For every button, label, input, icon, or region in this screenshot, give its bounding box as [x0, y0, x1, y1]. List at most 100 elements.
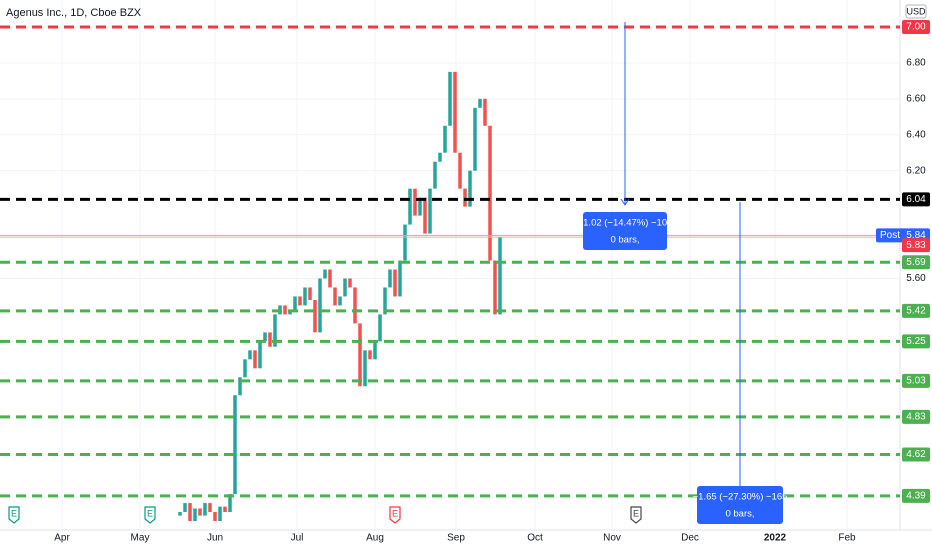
candle-body: [253, 350, 257, 369]
candle-body: [498, 237, 502, 315]
candle-body: [448, 71, 452, 126]
x-tick-label: Sep: [447, 533, 465, 544]
candle-body: [358, 323, 362, 387]
candle-body: [458, 152, 462, 189]
candle-body: [223, 506, 227, 513]
measure-arrow: [620, 198, 630, 206]
level-label-box: [902, 192, 930, 207]
post-label-name: Post: [880, 230, 900, 241]
level-label: 4.39: [906, 491, 926, 502]
x-tick-label: Feb: [838, 533, 856, 544]
measure-box: [697, 486, 783, 524]
level-label: 4.83: [906, 411, 926, 422]
level-label: 5.42: [906, 305, 926, 316]
y-tick-label: 6.80: [906, 58, 926, 69]
candle-body: [443, 125, 447, 153]
event-badge: [144, 506, 156, 524]
candle-body: [273, 314, 277, 347]
chart-title: Agenus Inc., 1D, Cboe BZX: [6, 7, 142, 19]
level-label: 4.62: [906, 449, 926, 460]
y-tick-label: 6.20: [906, 165, 926, 176]
candle-body: [388, 269, 392, 288]
last-label-box: [902, 238, 930, 253]
candle-body: [283, 305, 287, 315]
post-label: 5.84: [906, 230, 926, 241]
level-label-box: [902, 373, 930, 388]
candle-body: [268, 332, 272, 347]
candle-body: [333, 287, 337, 306]
candle-body: [243, 359, 247, 378]
candle-body: [463, 188, 467, 207]
candle-body: [468, 170, 472, 207]
candle-body: [418, 197, 422, 216]
candle-body: [203, 503, 207, 516]
candle-body: [473, 107, 477, 171]
candle-body: [428, 188, 432, 234]
y-tick-label: 6.40: [906, 129, 926, 140]
candle-body: [303, 287, 307, 306]
candle-body: [413, 188, 417, 216]
event-badge: [8, 506, 20, 524]
level-label: 6.04: [906, 194, 926, 205]
candle-body: [408, 188, 412, 225]
level-label: 7.00: [906, 22, 926, 33]
candle-body: [353, 287, 357, 324]
candle-body: [193, 508, 197, 522]
event-badge: [389, 506, 401, 524]
x-tick-label: 2022: [764, 533, 787, 544]
candle-body: [208, 503, 212, 513]
candle-body: [228, 494, 232, 513]
x-tick-label: Oct: [527, 533, 543, 544]
event-label: E: [11, 508, 17, 518]
candle-body: [438, 152, 442, 162]
level-label-box: [902, 447, 930, 462]
candle-body: [348, 278, 352, 288]
candle-body: [298, 296, 302, 306]
event-badge: [630, 506, 642, 524]
candle-body: [313, 300, 317, 333]
level-label-box: [902, 303, 930, 318]
candle-body: [378, 314, 382, 342]
x-tick-label: Jul: [291, 533, 304, 544]
event-label: E: [147, 508, 153, 518]
candle-body: [453, 71, 457, 153]
event-label: E: [392, 508, 398, 518]
candle-body: [188, 503, 192, 522]
candle-body: [488, 125, 492, 261]
candle-body: [368, 350, 372, 360]
candle-body: [403, 224, 407, 261]
x-tick-label: Apr: [54, 533, 70, 544]
candle-body: [183, 503, 187, 513]
candle-body: [338, 296, 342, 306]
level-label-box: [902, 488, 930, 503]
candle-body: [318, 278, 322, 333]
last-label: 5.83: [906, 240, 926, 251]
measure-bars: 0 bars,: [725, 509, 754, 520]
candle-body: [393, 269, 397, 297]
measure-box: [583, 212, 667, 250]
level-label-box: [902, 255, 930, 270]
x-tick-label: Aug: [366, 533, 384, 544]
level-label: 5.03: [906, 376, 926, 387]
measure-text: −1.65 (−27.30%) −165: [693, 492, 788, 503]
candle-body: [263, 332, 267, 342]
candle-body: [398, 260, 402, 297]
level-label-box: [902, 19, 930, 34]
candle-body: [248, 350, 252, 360]
candle-body: [328, 269, 332, 288]
x-tick-label: May: [131, 533, 150, 544]
candle-body: [343, 278, 347, 297]
candle-body: [213, 512, 217, 522]
candle-body: [363, 350, 367, 387]
candle-body: [493, 260, 497, 315]
candle-body: [178, 512, 182, 516]
candle-body: [423, 197, 427, 234]
level-label-box: [902, 334, 930, 349]
candle-body: [433, 161, 437, 189]
candle-body: [293, 296, 297, 311]
event-label: E: [633, 508, 639, 518]
candle-body: [323, 269, 327, 279]
y-tick-label: 6.60: [906, 93, 926, 104]
